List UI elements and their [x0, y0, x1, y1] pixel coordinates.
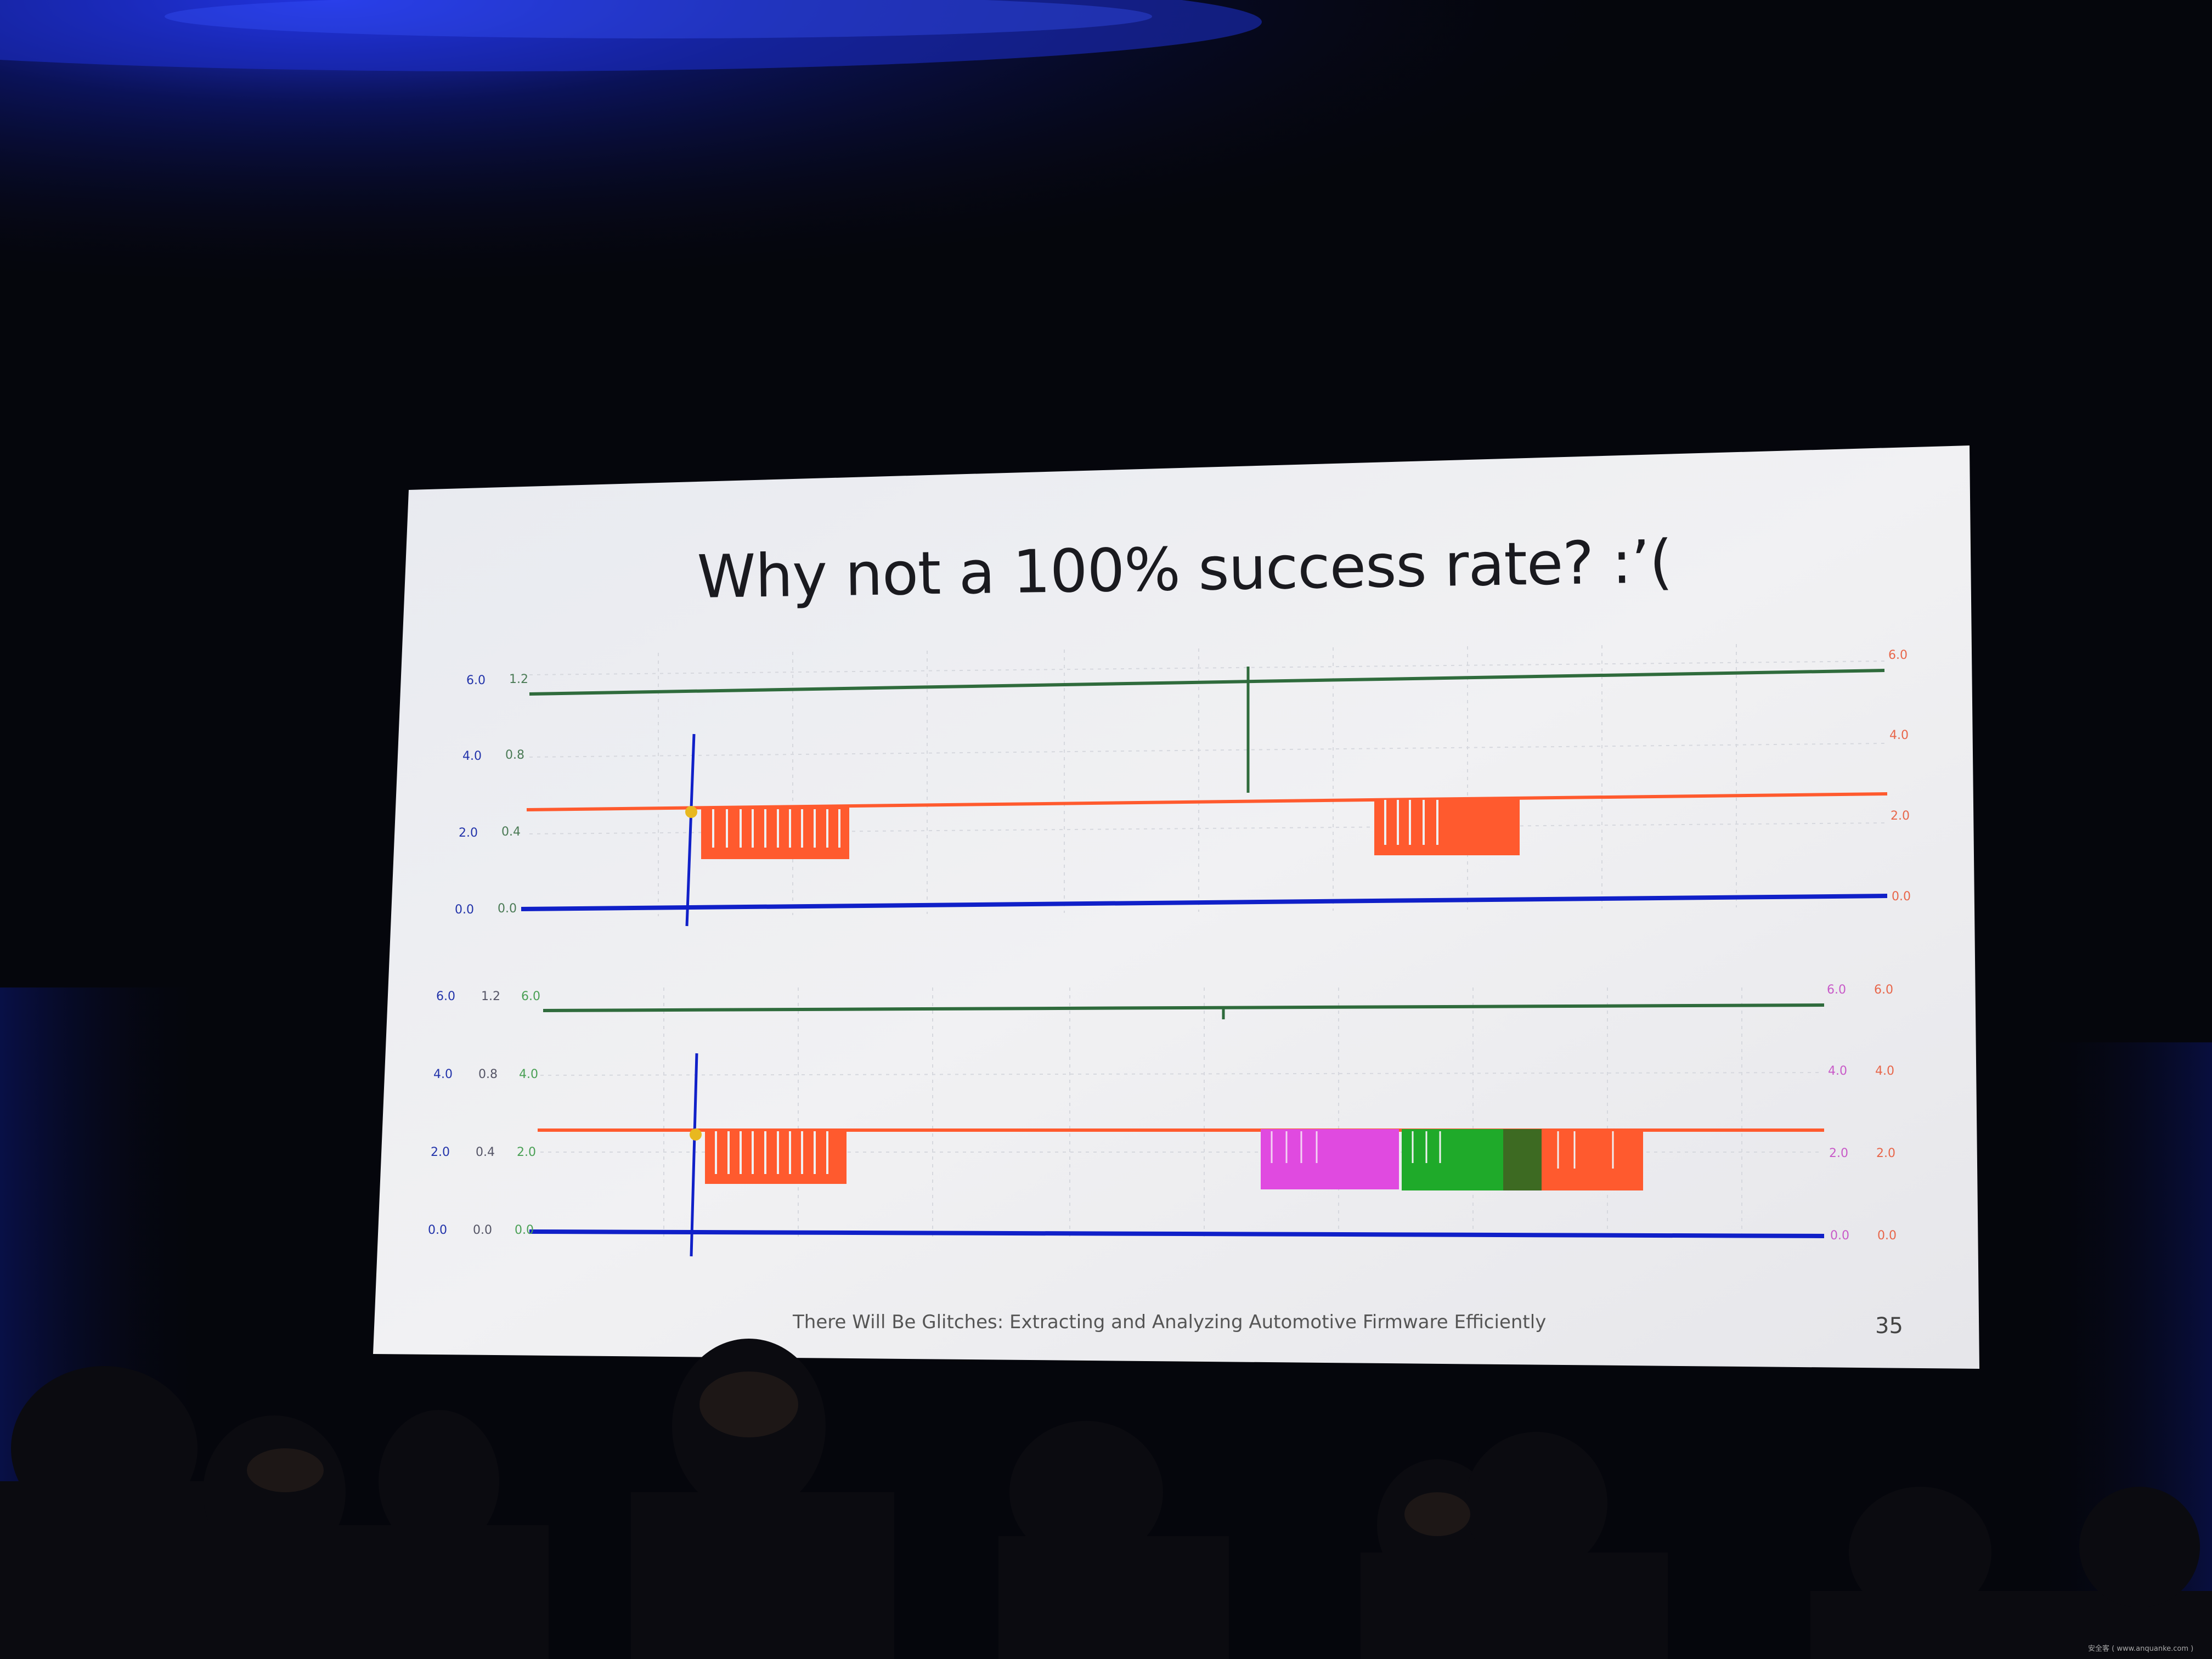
slide-footer: There Will Be Glitches: Extracting and A…: [793, 1311, 1547, 1333]
tick-label: 1.2: [509, 673, 528, 686]
tick-label: 4.0: [1889, 729, 1909, 742]
tick-label: 4.0: [1875, 1064, 1894, 1078]
tick-label: 1.2: [481, 990, 500, 1003]
top-blue-cursor: [685, 733, 696, 927]
tick-label: 6.0: [436, 990, 455, 1003]
stage-light-streak: [0, 0, 1262, 71]
tick-label: 2.0: [1829, 1147, 1848, 1160]
bottom-plot-grid: [540, 988, 1822, 1240]
tick-label: 4.0: [1828, 1064, 1847, 1078]
tick-label: 0.4: [501, 825, 521, 839]
tick-label: 0.0: [455, 903, 474, 917]
bottom-plot: [529, 1003, 1825, 1257]
tick-label: 2.0: [517, 1146, 536, 1159]
tick-label: 2.0: [431, 1146, 450, 1159]
slide-page-number: 35: [1875, 1313, 1903, 1339]
top-trigger-marker: [685, 806, 697, 818]
watermark-text: 安全客 ( www.anquanke.com ): [2088, 1645, 2194, 1653]
tick-label: 4.0: [462, 749, 482, 763]
top-orange-trace: [526, 792, 1888, 811]
tick-label: 0.0: [1830, 1229, 1849, 1243]
tick-label: 6.0: [1888, 648, 1908, 662]
tick-label: 0.0: [1892, 890, 1911, 904]
bottom-blue-cursor: [690, 1053, 698, 1257]
tick-label: 0.0: [515, 1223, 534, 1237]
tick-label: 0.0: [428, 1223, 447, 1237]
stage-light-glow: [0, 0, 2212, 494]
top-orange-burst-1-gaps: [712, 809, 840, 848]
tick-label: 2.0: [1891, 809, 1910, 823]
bottom-blue-trace: [529, 1229, 1825, 1238]
bottom-trigger-marker: [690, 1128, 702, 1141]
bottom-green-burst: [1402, 1129, 1506, 1190]
tick-label: 0.8: [478, 1068, 498, 1081]
tick-label: 4.0: [433, 1068, 453, 1081]
bottom-green-trace: [543, 1003, 1825, 1012]
tick-label: 4.0: [519, 1068, 538, 1081]
tick-label: 6.0: [1874, 983, 1893, 997]
top-plot: [521, 667, 1888, 927]
bottom-magenta-burst: [1261, 1129, 1399, 1189]
top-green-trace: [529, 669, 1885, 696]
tick-label: 2.0: [1876, 1147, 1895, 1160]
top-blue-trace: [521, 894, 1888, 911]
bottom-darkgreen-burst: [1503, 1129, 1542, 1190]
tick-label: 6.0: [466, 674, 486, 687]
tick-label: 0.0: [1877, 1229, 1897, 1243]
tick-label: 0.0: [473, 1223, 492, 1237]
top-plot-grid: [529, 644, 1885, 916]
tick-label: 0.4: [476, 1146, 495, 1159]
tick-label: 0.8: [505, 748, 524, 762]
audience-highlights: [247, 1372, 1470, 1536]
tick-label: 6.0: [1827, 983, 1846, 997]
tick-label: 6.0: [521, 990, 540, 1003]
tick-label: 0.0: [498, 902, 517, 916]
slide-title: Why not a 100% success rate? :’(: [697, 528, 1673, 612]
tick-label: 2.0: [459, 826, 478, 840]
